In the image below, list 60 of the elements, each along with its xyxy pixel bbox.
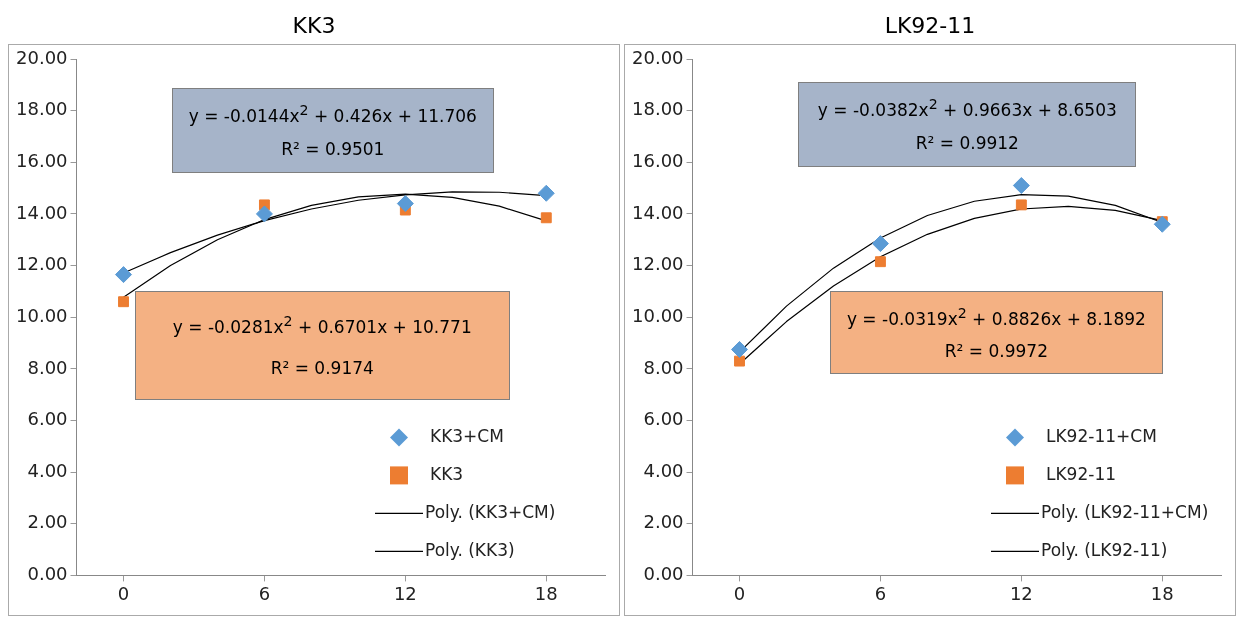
point: [115, 266, 133, 284]
point: [396, 195, 414, 213]
y-tick-label: 8.00: [643, 356, 684, 378]
y-tick-label: 16.00: [16, 149, 68, 171]
y-tick-label: 10.00: [632, 304, 684, 326]
x-tick-label: 6: [874, 582, 887, 604]
point: [874, 256, 886, 268]
point: [1012, 177, 1030, 195]
legend-label: LK92-11+CM: [1046, 425, 1157, 446]
x-tick-label: 6: [258, 582, 271, 604]
point: [118, 296, 129, 308]
chart-title: KK3: [291, 12, 337, 40]
point: [871, 235, 889, 253]
equation-box: y = -0.0382x$^{2}$ + 0.9663x + 8.6503 R² = 0.9912: [798, 82, 1137, 168]
y-tick-label: 4.00: [27, 459, 68, 481]
y-tick-label: 12.00: [632, 253, 684, 275]
y-tick-label: 10.00: [16, 304, 68, 326]
x-tick-label: 12: [393, 582, 417, 604]
y-tick-label: 20.00: [16, 46, 68, 68]
y-tick-label: 2.00: [643, 511, 684, 533]
x-tick-label: 18: [1150, 582, 1174, 604]
legend-label: Poly. (LK92-11+CM): [1041, 501, 1209, 522]
point: [734, 355, 745, 367]
point: [1153, 215, 1171, 233]
y-tick-label: 14.00: [16, 201, 68, 223]
legend-label: LK92-11: [1046, 463, 1117, 484]
x-tick-label: 0: [117, 582, 130, 604]
y-tick-label: 0.00: [643, 563, 684, 585]
y-tick-label: 4.00: [643, 459, 684, 481]
legend-label: Poly. (KK3): [425, 539, 515, 560]
point: [731, 340, 749, 358]
y-tick-label: 6.00: [27, 408, 68, 430]
y-tick-label: 18.00: [632, 98, 684, 120]
y-tick-label: 14.00: [632, 201, 684, 223]
annotation: y = -0.0144x$^{2}$ + 0.426x + 11.706 R² = 0.9501: [188, 101, 477, 159]
y-tick-label: 2.00: [27, 511, 68, 533]
x-tick-label: 0: [733, 582, 746, 604]
legend-label: KK3+CM: [430, 425, 504, 446]
annotation: y = -0.0382x$^{2}$ + 0.9663x + 8.6503 R² = 0.9912: [817, 96, 1117, 154]
x-tick-label: 18: [534, 582, 558, 604]
point: [255, 205, 273, 223]
y-tick-label: 0.00: [27, 563, 68, 585]
y-tick-label: 20.00: [632, 46, 684, 68]
x-tick-label: 12: [1009, 582, 1033, 604]
point: [1015, 199, 1027, 211]
y-tick-label: 12.00: [16, 253, 68, 275]
chart-title: LK92-11: [883, 12, 977, 40]
legend-label: KK3: [430, 463, 464, 484]
y-tick-label: 6.00: [643, 408, 684, 430]
legend-label: Poly. (KK3+CM): [425, 501, 556, 522]
point: [540, 212, 552, 224]
y-tick-label: 18.00: [16, 98, 68, 120]
annotation: y = -0.0319x$^{2}$ + 0.8826x + 8.1892 R² = 0.9972: [846, 304, 1146, 361]
equation-box: y = -0.0144x$^{2}$ + 0.426x + 11.706 R² = 0.9501: [171, 87, 494, 173]
equation-box: y = -0.0281x$^{2}$ + 0.6701x + 10.771 R² = 0.9174: [134, 291, 510, 400]
legend-label: Poly. (LK92-11): [1041, 539, 1168, 560]
y-tick-label: 8.00: [27, 356, 68, 378]
equation-box: y = -0.0319x$^{2}$ + 0.8826x + 8.1892 R² = 0.9972: [829, 291, 1163, 374]
point: [537, 184, 555, 202]
y-tick-label: 16.00: [632, 149, 684, 171]
